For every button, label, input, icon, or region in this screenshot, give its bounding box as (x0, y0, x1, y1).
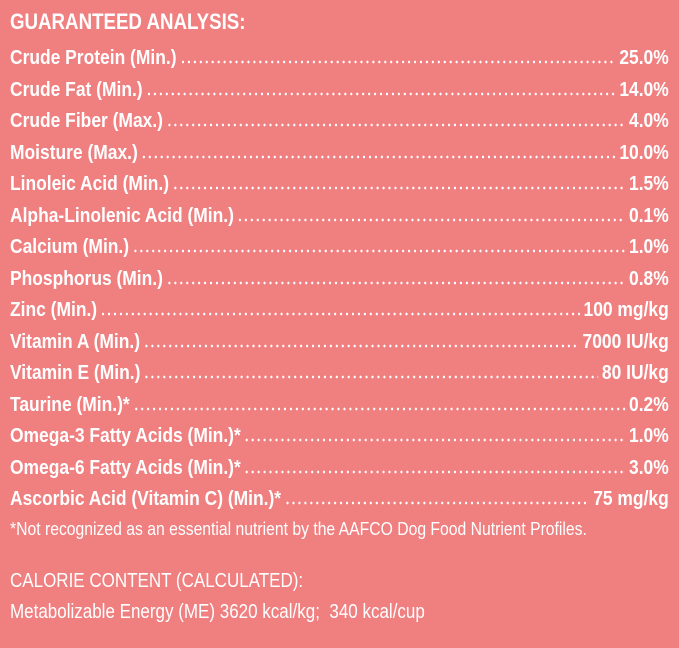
nutrient-value: 14.0% (619, 77, 669, 101)
nutrient-name: Phosphorus (Min.) (10, 266, 163, 290)
analysis-row: Linoleic Acid (Min.) 1.5% (10, 168, 669, 200)
dot-leader (100, 312, 581, 316)
nutrient-name: Calcium (Min.) (10, 235, 130, 258)
dot-leader (166, 123, 626, 127)
nutrient-value: 100 mg/kg (583, 298, 669, 321)
nutrient-name: Omega-6 Fatty Acids (Min.)* (10, 455, 241, 479)
analysis-row: Ascorbic Acid (Vitamin C) (Min.)* 75 mg/k… (10, 483, 669, 515)
calorie-text: Metabolizable Energy (ME) 3620 kcal/kg; … (10, 600, 425, 623)
dot-leader (141, 154, 616, 159)
dot-leader (237, 217, 626, 222)
nutrient-name: Omega-3 Fatty Acids (Min.)* (10, 424, 241, 447)
dot-leader (146, 91, 616, 96)
nutrient-name: Alpha-Linolenic Acid (Min.) (10, 203, 234, 227)
analysis-row: Crude Fat (Min.) 14.0% (10, 74, 669, 106)
dot-leader (172, 186, 626, 190)
nutrient-name: Moisture (Max.) (10, 140, 138, 164)
nutrient-name: Linoleic Acid (Min.) (10, 172, 170, 195)
analysis-row: Omega-3 Fatty Acids (Min.)* 1.0% (10, 420, 669, 452)
nutrient-name: Crude Protein (Min.) (10, 46, 177, 69)
title: GUARANTEED ANALYSIS: (10, 9, 246, 34)
nutrient-value: 75 mg/kg (593, 487, 669, 510)
analysis-row: Vitamin A (Min.) 7000 IU/kg (10, 326, 669, 358)
nutrient-name: Vitamin E (Min.) (10, 361, 141, 384)
analysis-row: Crude Protein (Min.) 25.0% (10, 42, 669, 74)
nutrient-value: 0.1% (629, 203, 669, 227)
analysis-row: Phosphorus (Min.) 0.8% (10, 263, 669, 295)
analysis-row: Crude Fiber (Max.) 4.0% (10, 105, 669, 137)
nutrient-value: 4.0% (629, 109, 669, 132)
nutrient-value: 80 IU/kg (601, 361, 669, 384)
dot-leader (133, 406, 626, 411)
nutrient-value: 1.5% (629, 172, 669, 195)
nutrient-value: 10.0% (619, 140, 669, 164)
nutrient-value: 1.0% (629, 235, 669, 258)
nutrient-name: Ascorbic Acid (Vitamin C) (Min.)* (10, 487, 282, 510)
analysis-row: Calcium (Min.) 1.0% (10, 231, 669, 263)
calorie-title: CALORIE CONTENT (CALCULATED): (10, 569, 304, 592)
nutrient-name: Taurine (Min.)* (10, 392, 130, 416)
nutrient-value: 25.0% (619, 46, 669, 69)
dot-leader (179, 60, 616, 64)
dot-leader (143, 343, 580, 348)
nutrient-name: Vitamin A (Min.) (10, 329, 141, 353)
nutrient-value: 0.8% (629, 266, 669, 290)
label: GUARANTEED ANALYSIS: Crude Protein (Min.… (10, 6, 669, 624)
dot-leader (284, 501, 590, 505)
dot-leader (244, 469, 626, 474)
nutrient-name: Crude Fat (Min.) (10, 77, 143, 101)
dot-leader (166, 280, 626, 285)
dot-leader (244, 438, 626, 442)
analysis-table: Crude Protein (Min.) 25.0% Crude Fat (Min.… (10, 42, 669, 515)
dot-leader (132, 249, 626, 253)
analysis-row: Vitamin E (Min.) 80 IU/kg (10, 357, 669, 389)
nutrient-name: Zinc (Min.) (10, 298, 98, 321)
nutrient-value: 7000 IU/kg (582, 329, 669, 353)
analysis-row: Alpha-Linolenic Acid (Min.) 0.1% (10, 200, 669, 232)
nutrient-value: 1.0% (629, 424, 669, 447)
nutrient-name: Crude Fiber (Max.) (10, 109, 163, 132)
analysis-row: Omega-6 Fatty Acids (Min.)* 3.0% (10, 452, 669, 484)
nutrient-value: 0.2% (629, 392, 669, 416)
analysis-row: Zinc (Min.) 100 mg/kg (10, 294, 669, 326)
nutrient-value: 3.0% (629, 455, 669, 479)
dot-leader (143, 375, 599, 379)
footnote: *Not recognized as an essential nutrient… (10, 517, 587, 539)
analysis-row: Moisture (Max.) 10.0% (10, 137, 669, 169)
analysis-row: Taurine (Min.)* 0.2% (10, 389, 669, 421)
